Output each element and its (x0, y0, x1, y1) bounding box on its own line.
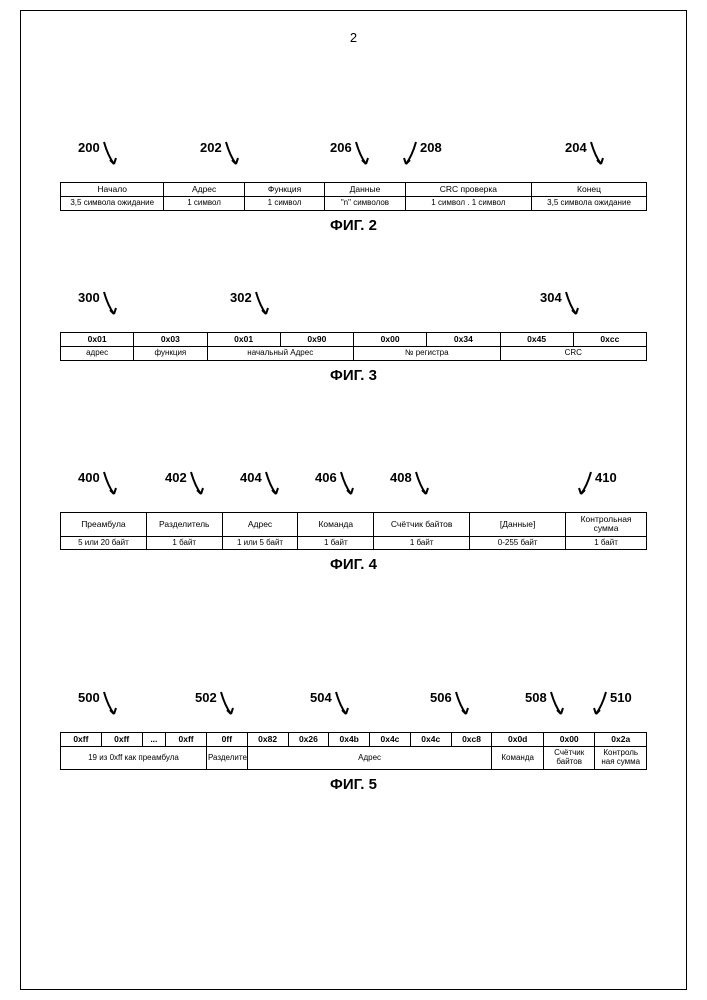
fig2-table: НачалоАдресФункцияДанныеCRC проверкаКоне… (60, 182, 647, 211)
cell: [Данные] (470, 513, 566, 537)
cell: 0x45 (500, 333, 573, 347)
cell: Контрольная сумма (566, 513, 647, 537)
cell: 0x4c (410, 733, 451, 747)
cell: 0xcc (573, 333, 646, 347)
callout-402: 402 (165, 470, 207, 498)
cell: Функция (244, 183, 324, 197)
figure-5: 500 502504506508510 0xff0xff...0xff0ff0x… (60, 690, 647, 793)
cell: 5 или 20 байт (61, 536, 147, 550)
cell: Контроль ная сумма (595, 747, 647, 770)
callout-208: 208 (400, 140, 442, 168)
cell: 0x03 (134, 333, 207, 347)
callout-508: 508 (525, 690, 567, 718)
cell: Преамбула (61, 513, 147, 537)
cell: 0x2a (595, 733, 647, 747)
fig3-table: 0x010x030x010x900x000x340x450xcc адресфу… (60, 332, 647, 361)
cell: Данные (325, 183, 405, 197)
cell: 0ff (206, 733, 247, 747)
callout-202: 202 (200, 140, 242, 168)
cell: 0xff (101, 733, 142, 747)
fig3-callouts: 300 302 304 (60, 290, 647, 332)
cell: 3,5 символа ожидание (532, 197, 647, 211)
callout-304: 304 (540, 290, 582, 318)
cell: Адрес (164, 183, 244, 197)
fig5-callouts: 500 502 504 506 508 510 (60, 690, 647, 732)
cell: № регистра (354, 347, 501, 361)
cell: ... (142, 733, 166, 747)
cell: CRC (500, 347, 647, 361)
cell: 1 байт (374, 536, 470, 550)
callout-410: 410 (575, 470, 617, 498)
cell: 0x4c (370, 733, 411, 747)
cell: 0x01 (61, 333, 134, 347)
cell: 1 байт (146, 536, 222, 550)
figure-2: 200 202 206 208 204 НачалоАдресФункцияДанны… (60, 140, 647, 234)
cell: 0xff (166, 733, 207, 747)
cell: 1 символ (244, 197, 324, 211)
cell: 1 символ (164, 197, 244, 211)
callout-500: 500 (78, 690, 120, 718)
fig4-caption: ФИГ. 4 (60, 556, 647, 573)
cell: 0x82 (247, 733, 288, 747)
cell: 0-255 байт (470, 536, 566, 550)
cell: Команда (492, 747, 544, 770)
callout-506: 506 (430, 690, 472, 718)
fig4-callouts: 400 402 404 406 408 410 (60, 470, 647, 512)
callout-302: 302 (230, 290, 272, 318)
cell: 1 байт (566, 536, 647, 550)
cell: Адрес (247, 747, 492, 770)
cell: 0xff (61, 733, 102, 747)
cell: Разделитель (146, 513, 222, 537)
callout-200: 200 (78, 140, 120, 168)
cell: функция (134, 347, 207, 361)
cell: 0x90 (280, 333, 353, 347)
cell: 19 из 0xff как преамбула (61, 747, 207, 770)
callout-300: 300 (78, 290, 120, 318)
cell: 1 или 5 байт (222, 536, 298, 550)
figure-4: 400 402 404 406 408 410 ПреамбулаРазделитель… (60, 470, 647, 573)
callout-408: 408 (390, 470, 432, 498)
cell: Разделитель (206, 747, 247, 770)
cell: 0x4b (329, 733, 370, 747)
cell: начальный Адрес (207, 347, 354, 361)
callout-406: 406 (315, 470, 357, 498)
fig3-caption: ФИГ. 3 (60, 367, 647, 384)
cell: Команда (298, 513, 374, 537)
cell: 0x34 (427, 333, 500, 347)
fig5-table: 0xff0xff...0xff0ff0x820x260x4b0x4c0x4c0x… (60, 732, 647, 770)
callout-504: 504 (310, 690, 352, 718)
fig2-callouts: 200 202 206 208 204 (60, 140, 647, 182)
page-number: 2 (350, 30, 357, 45)
cell: Счётчик байтов (374, 513, 470, 537)
callout-502: 502 (195, 690, 237, 718)
callout-206: 206 (330, 140, 372, 168)
cell: 0x26 (288, 733, 329, 747)
cell: Счётчик байтов (543, 747, 595, 770)
fig5-caption: ФИГ. 5 (60, 776, 647, 793)
cell: CRC проверка (405, 183, 531, 197)
fig2-caption: ФИГ. 2 (60, 217, 647, 234)
cell: "n" символов (325, 197, 405, 211)
cell: адрес (61, 347, 134, 361)
callout-404: 404 (240, 470, 282, 498)
cell: 0x00 (543, 733, 595, 747)
cell: 1 байт (298, 536, 374, 550)
callout-510: 510 (590, 690, 632, 718)
cell: 3,5 символа ожидание (61, 197, 164, 211)
cell: 1 символ . 1 символ (405, 197, 531, 211)
callout-400: 400 (78, 470, 120, 498)
cell: 0xc8 (451, 733, 492, 747)
fig4-table: ПреамбулаРазделительАдресКомандаСчётчик … (60, 512, 647, 550)
cell: Начало (61, 183, 164, 197)
cell: 0x01 (207, 333, 280, 347)
cell: 0x0d (492, 733, 544, 747)
cell: Адрес (222, 513, 298, 537)
callout-204: 204 (565, 140, 607, 168)
cell: Конец (532, 183, 647, 197)
cell: 0x00 (354, 333, 427, 347)
figure-3: 300 302304 0x010x030x010x900x000x340x450… (60, 290, 647, 384)
